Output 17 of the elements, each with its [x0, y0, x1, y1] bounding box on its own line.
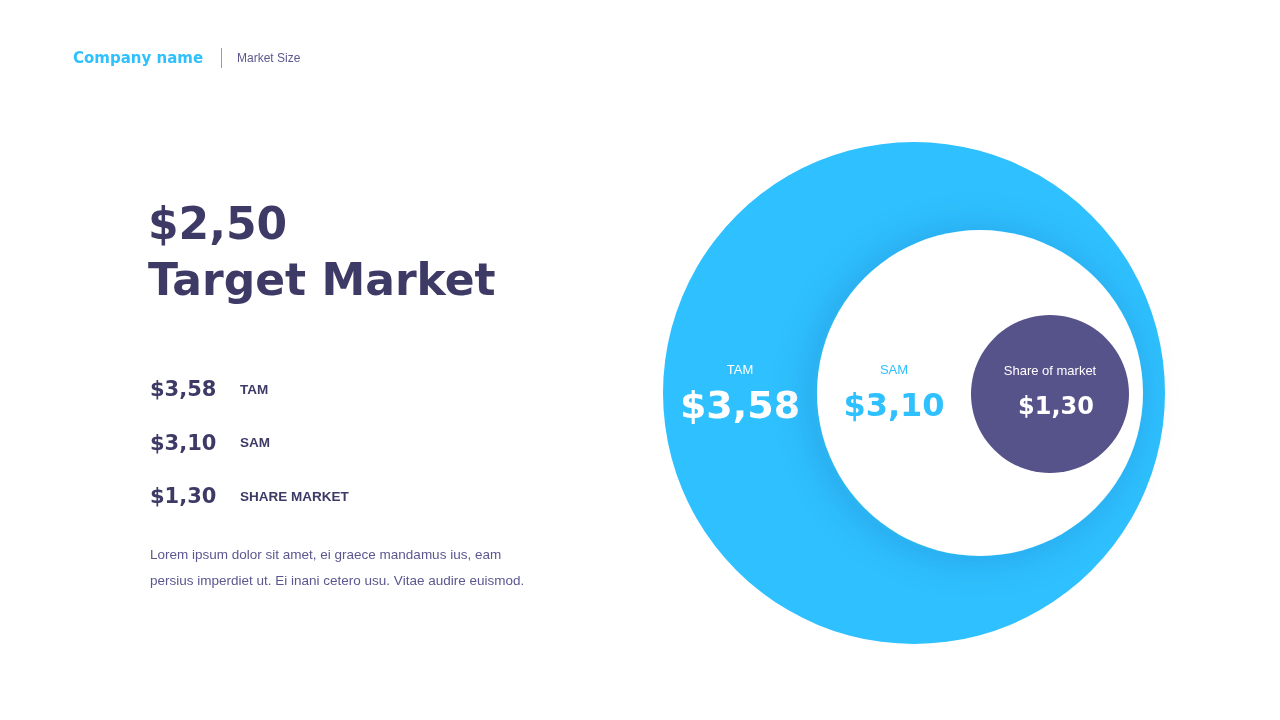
text: SAM: [240, 435, 270, 450]
text: $2,50: [148, 198, 288, 250]
text: Market Size: [237, 50, 301, 67]
data-label: $3,10: [843, 386, 945, 424]
category-label: TAM: [726, 361, 754, 377]
category-label: Share of market: [1003, 362, 1097, 378]
data-label: $3,58: [679, 383, 801, 427]
text: SHARE MARKET: [240, 488, 349, 504]
text: Company name: [73, 48, 204, 68]
text: Lorem ipsum dolor sit amet, ei graece mandamus ius, eam persius imperdiet ut. Ei inani cetero usu. Vitae audire euismod.: [150, 546, 526, 590]
data-label: $1,30: [1018, 392, 1094, 420]
text: Target Market: [148, 254, 496, 306]
text: TAM: [240, 381, 269, 397]
text: $3,10: [150, 430, 218, 455]
text: $1,30: [150, 484, 218, 508]
category-label: SAM: [879, 361, 909, 377]
text: $3,58: [150, 377, 218, 401]
